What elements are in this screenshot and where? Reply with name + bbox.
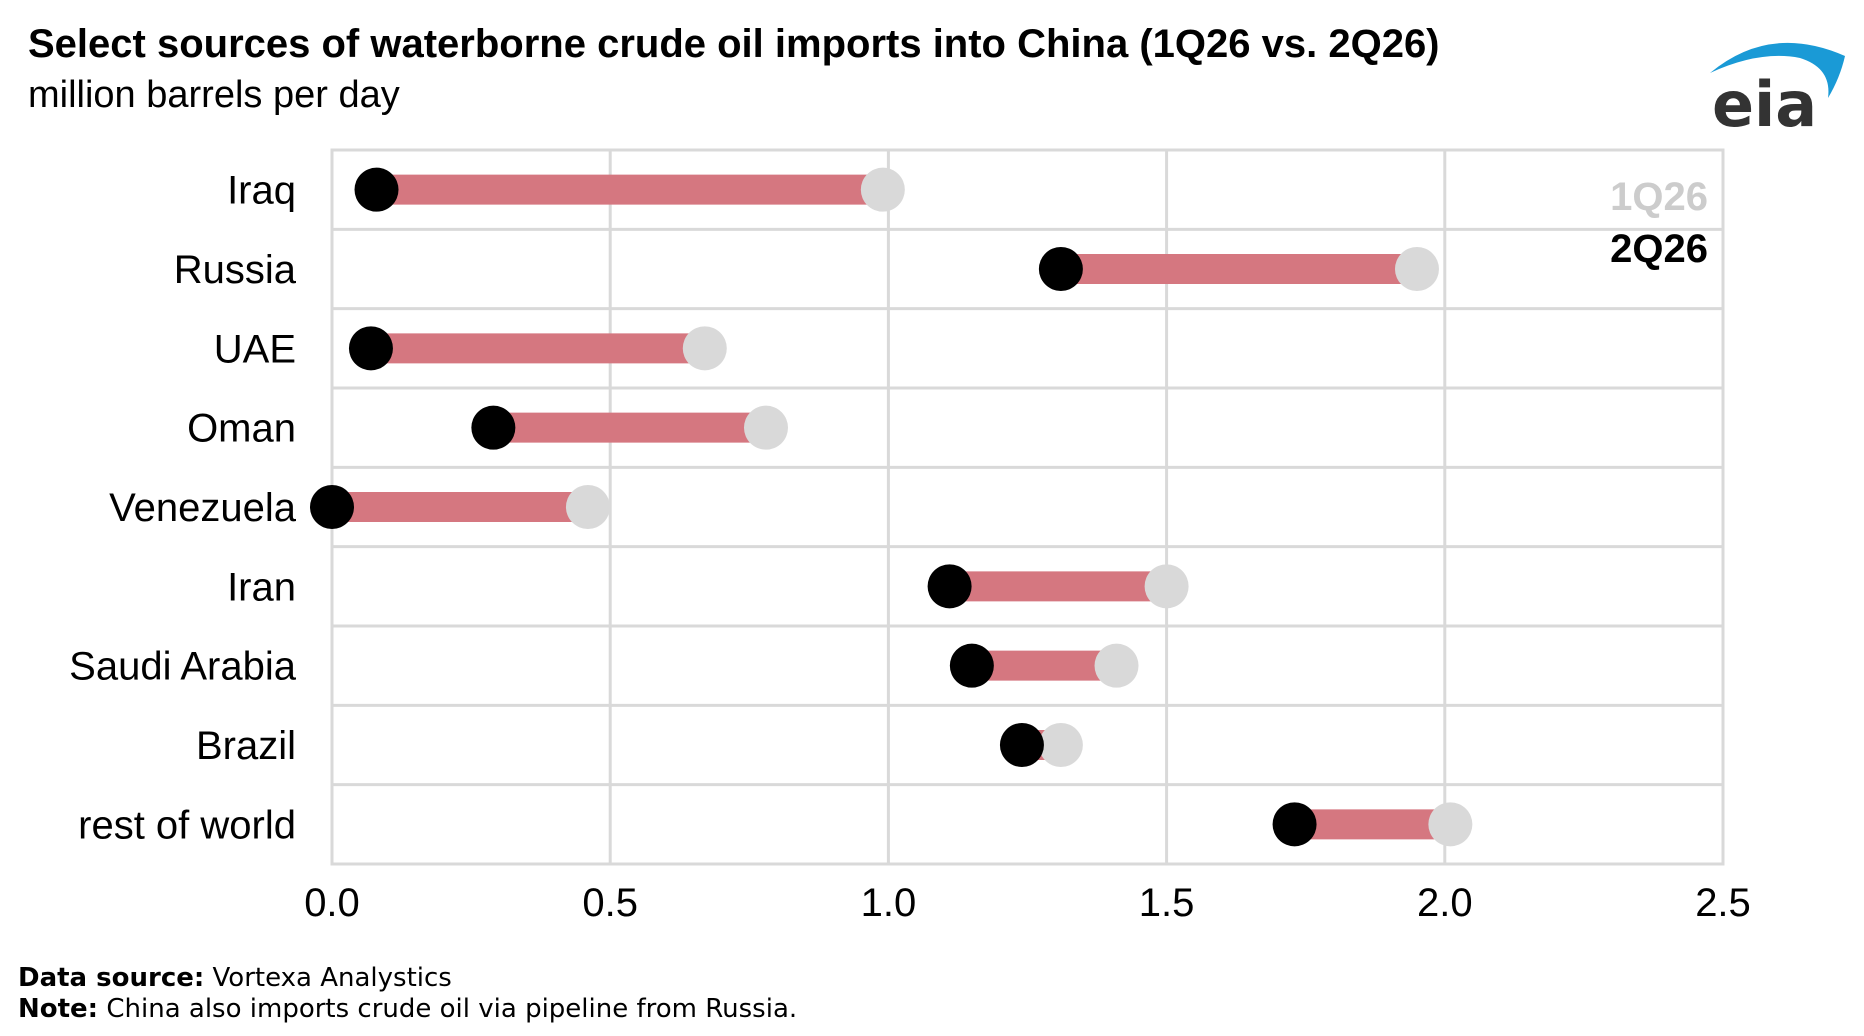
legend: 1Q26 2Q26 — [1610, 175, 1708, 271]
x-tick-label: 2.5 — [1695, 881, 1751, 925]
point-2q26 — [927, 564, 972, 609]
point-1q26 — [1394, 247, 1439, 291]
point-1q26 — [1144, 564, 1189, 609]
note: Note: China also imports crude oil via p… — [18, 994, 797, 1024]
x-tick-label: 2.0 — [1417, 881, 1473, 925]
point-1q26 — [1094, 643, 1139, 688]
point-2q26 — [999, 723, 1044, 767]
x-tick-label: 0.5 — [582, 881, 638, 925]
point-2q26 — [348, 326, 393, 371]
grid — [330, 148, 1725, 866]
point-2q26 — [310, 485, 354, 529]
x-tick-label: 1.5 — [1139, 881, 1195, 925]
logo-swoosh — [1710, 42, 1845, 98]
category-label: Oman — [187, 407, 296, 451]
category-label: Venezuela — [109, 486, 297, 530]
legend-1q26: 1Q26 — [1610, 175, 1708, 219]
legend-2q26: 2Q26 — [1610, 227, 1708, 271]
note-label: Note: — [18, 994, 99, 1024]
source-label: Data source: — [18, 963, 205, 993]
point-1q26 — [1038, 723, 1083, 767]
x-tick-label: 0.0 — [304, 881, 360, 925]
chart-marks — [310, 167, 1473, 847]
source-text: Vortexa Analystics — [212, 963, 452, 993]
data-source: Data source: Vortexa Analystics — [18, 963, 452, 993]
category-label: rest of world — [78, 803, 296, 847]
x-tick-label: 1.0 — [861, 881, 917, 925]
point-1q26 — [1428, 802, 1473, 847]
point-2q26 — [1272, 802, 1317, 847]
point-2q26 — [471, 405, 516, 450]
category-label: UAE — [214, 327, 296, 371]
category-label: Russia — [174, 248, 297, 292]
point-2q26 — [1038, 247, 1083, 291]
chart-subtitle: million barrels per day — [28, 74, 400, 116]
category-label: Iraq — [227, 169, 296, 213]
logo-text: eia — [1712, 68, 1817, 138]
point-1q26 — [743, 405, 788, 450]
note-text: China also imports crude oil via pipelin… — [106, 994, 798, 1024]
point-2q26 — [949, 643, 994, 688]
category-label: Iran — [227, 565, 296, 609]
point-1q26 — [682, 326, 727, 371]
point-2q26 — [354, 167, 399, 212]
category-label: Brazil — [196, 724, 296, 768]
chart-title: Select sources of waterborne crude oil i… — [28, 22, 1440, 66]
point-1q26 — [860, 167, 905, 212]
chart-labels: 0.0 0.5 1.0 1.5 2.0 2.5 Iraq Russia UAE Oman Venez… — [69, 169, 1751, 925]
eia-logo: eia — [1710, 42, 1845, 138]
category-label: Saudi Arabia — [69, 645, 297, 689]
point-1q26 — [565, 485, 610, 529]
